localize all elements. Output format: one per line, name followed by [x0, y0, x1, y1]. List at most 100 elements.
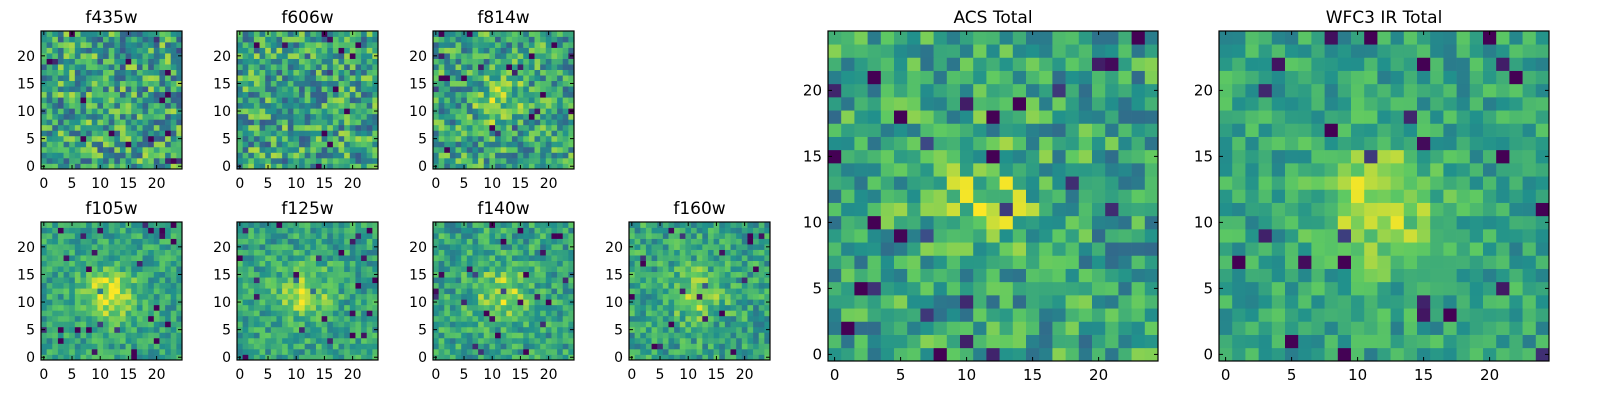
heatmap-cell	[645, 304, 652, 311]
heatmap-cell	[170, 119, 177, 126]
heatmap-cell	[355, 293, 362, 300]
heatmap-cell	[444, 321, 451, 328]
heatmap-cell	[86, 36, 93, 43]
heatmap-cell	[489, 343, 496, 350]
heatmap-cell	[545, 238, 552, 245]
heatmap-cell	[103, 244, 110, 250]
heatmap-cell	[455, 42, 462, 48]
heatmap-cell	[259, 119, 266, 126]
heatmap-cell	[489, 271, 496, 278]
heatmap-cell	[242, 31, 249, 37]
heatmap-cell	[741, 310, 748, 317]
heatmap-cell	[148, 304, 155, 311]
heatmap-cell	[523, 282, 530, 289]
heatmap-cell	[349, 271, 356, 278]
heatmap-cell	[242, 315, 249, 322]
heatmap-cell	[153, 315, 160, 322]
heatmap-cell	[495, 343, 502, 350]
heatmap-cell	[696, 282, 703, 289]
heatmap-cell	[282, 315, 289, 322]
heatmap-cell	[500, 222, 507, 228]
heatmap-cell	[52, 304, 59, 311]
heatmap-cell	[248, 321, 255, 328]
heatmap-cell	[645, 227, 652, 234]
heatmap-cell	[41, 91, 47, 98]
heatmap-cell	[86, 271, 93, 278]
heatmap-cell	[500, 238, 507, 245]
heatmap-cell	[136, 271, 143, 278]
heatmap-cell	[80, 69, 87, 76]
heatmap-cell	[1144, 334, 1159, 349]
x-tick-label: 15	[512, 367, 530, 383]
heatmap-cell	[568, 102, 575, 109]
heatmap-cell	[57, 163, 64, 170]
heatmap-cell	[321, 152, 328, 159]
heatmap-cell	[86, 227, 93, 234]
heatmap-cell	[310, 321, 317, 328]
heatmap-cell	[142, 222, 149, 228]
heatmap-cell	[562, 249, 569, 256]
heatmap-cell	[506, 310, 513, 317]
heatmap-cell	[449, 146, 456, 153]
heatmap-cell	[136, 343, 143, 350]
heatmap-cell	[662, 299, 669, 306]
heatmap-cell	[747, 332, 754, 339]
heatmap-cell	[511, 310, 518, 317]
heatmap-cell	[253, 80, 260, 87]
heatmap-cell	[119, 310, 126, 317]
heatmap-cell	[668, 277, 675, 284]
heatmap-cell	[702, 315, 709, 322]
heatmap-cell	[46, 249, 53, 256]
heatmap-cell	[74, 53, 81, 59]
heatmap-cell	[293, 135, 300, 142]
heatmap-cell	[534, 354, 541, 361]
heatmap-cell	[489, 310, 496, 317]
heatmap-cell	[69, 102, 76, 109]
heatmap-cell	[495, 293, 502, 300]
heatmap-cell	[136, 266, 143, 273]
heatmap-cell	[568, 266, 575, 273]
heatmap-cell	[153, 69, 160, 76]
heatmap-cell	[449, 249, 456, 256]
heatmap-cell	[119, 348, 126, 355]
heatmap-cell	[506, 249, 513, 256]
heatmap-cell	[86, 130, 93, 137]
heatmap-cell	[237, 343, 243, 350]
heatmap-cell	[528, 326, 535, 333]
heatmap-cell	[366, 130, 373, 137]
heatmap-cell	[136, 97, 143, 104]
heatmap-cell	[478, 31, 485, 37]
heatmap-cell	[361, 222, 368, 228]
heatmap-cell	[489, 152, 496, 159]
heatmap-cell	[349, 58, 356, 65]
heatmap-cell	[142, 260, 149, 267]
heatmap-cell	[63, 124, 70, 131]
heatmap-cell	[276, 64, 283, 70]
heatmap-cell	[506, 91, 513, 98]
heatmap-cell	[568, 36, 575, 43]
heatmap-cell	[242, 141, 249, 148]
heatmap-cell	[528, 124, 535, 131]
heatmap-cell	[338, 152, 345, 159]
heatmap-cell	[265, 326, 272, 333]
heatmap-cell	[304, 163, 311, 170]
heatmap-cell	[159, 343, 166, 350]
heatmap-cell	[662, 249, 669, 256]
heatmap-cell	[52, 260, 59, 267]
heatmap-cell	[299, 69, 306, 76]
heatmap-cell	[828, 281, 842, 296]
heatmap-cell	[489, 80, 496, 87]
heatmap-cell	[702, 271, 709, 278]
heatmap-cell	[461, 113, 468, 120]
heatmap-cell	[511, 124, 518, 131]
heatmap-cell	[506, 152, 513, 159]
y-tick-label: 20	[409, 240, 427, 256]
heatmap-cell	[142, 321, 149, 328]
heatmap-cell	[270, 36, 277, 43]
heatmap-cell	[237, 348, 243, 355]
heatmap-cell	[276, 91, 283, 98]
heatmap-cell	[946, 242, 961, 256]
heatmap-cell	[433, 102, 439, 109]
heatmap-cell	[562, 310, 569, 317]
heatmap-cell	[674, 315, 681, 322]
